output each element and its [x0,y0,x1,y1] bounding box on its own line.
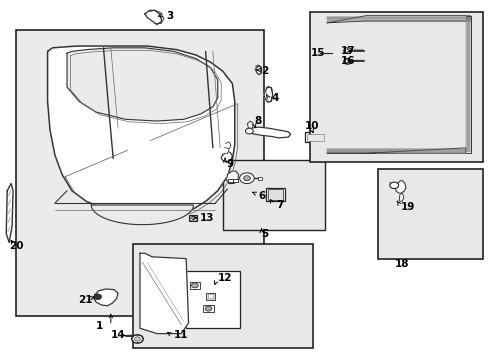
Bar [186,271,239,328]
Circle shape [343,59,351,64]
Text: 7: 7 [276,200,283,210]
Polygon shape [247,121,253,128]
Polygon shape [140,253,188,334]
Text: 9: 9 [225,159,233,169]
Circle shape [243,176,250,181]
Bar [306,134,324,141]
Bar [132,244,312,348]
Bar [266,188,285,202]
Bar [227,179,232,182]
Bar [190,282,200,289]
Polygon shape [91,205,193,225]
Bar [305,132,325,143]
Bar [16,30,264,316]
Circle shape [245,128,253,134]
Circle shape [131,335,143,343]
Text: 5: 5 [261,229,268,239]
Bar [268,189,283,200]
Bar [309,12,482,162]
Text: 6: 6 [258,191,265,201]
Polygon shape [224,146,228,154]
Bar [203,305,213,312]
Bar [188,215,197,221]
Circle shape [134,337,140,341]
Text: 14: 14 [111,330,125,341]
Polygon shape [127,141,152,167]
Text: 4: 4 [271,93,278,103]
Polygon shape [326,16,469,23]
Polygon shape [394,181,405,194]
Text: 15: 15 [310,48,325,58]
Text: 1: 1 [96,321,103,331]
Circle shape [191,216,195,219]
Bar [222,160,324,230]
Text: 13: 13 [200,213,214,223]
Polygon shape [67,48,217,121]
Text: 20: 20 [9,241,23,251]
Polygon shape [326,148,465,153]
Bar [205,293,215,300]
Polygon shape [465,16,469,153]
Polygon shape [264,87,272,102]
Circle shape [343,48,351,54]
Bar [233,179,238,182]
Text: 17: 17 [340,46,355,56]
Bar [207,294,213,298]
Text: 3: 3 [166,11,174,21]
Bar [257,177,262,180]
Polygon shape [225,142,230,149]
Polygon shape [94,289,118,306]
Polygon shape [249,127,290,138]
Circle shape [94,294,102,300]
Text: 10: 10 [305,121,319,131]
Text: 8: 8 [254,116,261,126]
Text: 18: 18 [394,259,409,269]
Polygon shape [157,146,188,173]
Bar [190,216,196,220]
Bar [377,169,482,258]
Text: 19: 19 [400,202,415,212]
Text: 12: 12 [217,273,232,283]
Polygon shape [144,10,162,24]
Polygon shape [398,194,403,202]
Circle shape [204,306,211,311]
Text: 21: 21 [78,295,93,305]
Text: 2: 2 [261,66,268,76]
Polygon shape [221,152,232,162]
Polygon shape [6,184,13,243]
Text: 11: 11 [174,330,188,341]
Polygon shape [226,171,238,184]
Polygon shape [255,66,261,75]
Circle shape [389,182,398,189]
Text: 16: 16 [340,57,355,66]
Polygon shape [47,46,234,216]
Circle shape [191,283,198,288]
Circle shape [239,173,254,184]
